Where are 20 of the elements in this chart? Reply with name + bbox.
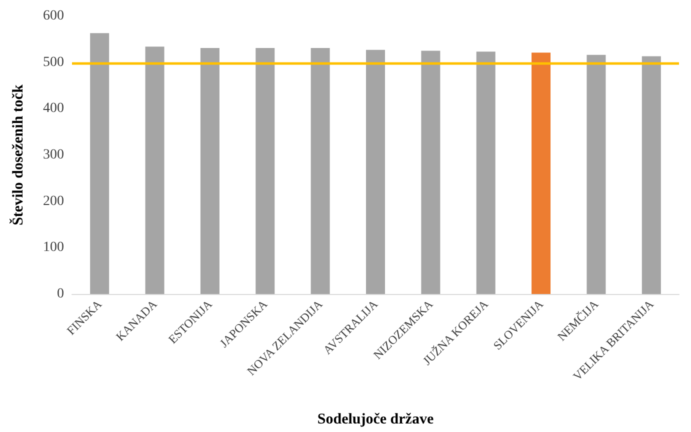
y-tick-label: 0: [57, 286, 64, 302]
y-tick-label: 500: [43, 54, 64, 70]
bar: [310, 48, 330, 294]
bar: [145, 46, 164, 294]
bar: [642, 56, 661, 294]
bar: [532, 52, 551, 294]
y-tick-label: 600: [43, 8, 64, 24]
y-axis-title: Število doseženih točk: [8, 84, 26, 226]
bar: [421, 50, 440, 294]
y-tick-label: 100: [43, 240, 64, 256]
bar: [256, 48, 275, 294]
bar: [476, 52, 496, 294]
bar: [366, 50, 385, 294]
y-tick-label: 300: [43, 148, 64, 162]
bar: [200, 48, 220, 294]
x-axis-title: Sodelujoče države: [317, 412, 434, 428]
bar: [586, 54, 606, 294]
y-tick-label: 200: [43, 194, 64, 209]
bar: [90, 33, 110, 294]
y-tick-label: 400: [43, 101, 64, 116]
